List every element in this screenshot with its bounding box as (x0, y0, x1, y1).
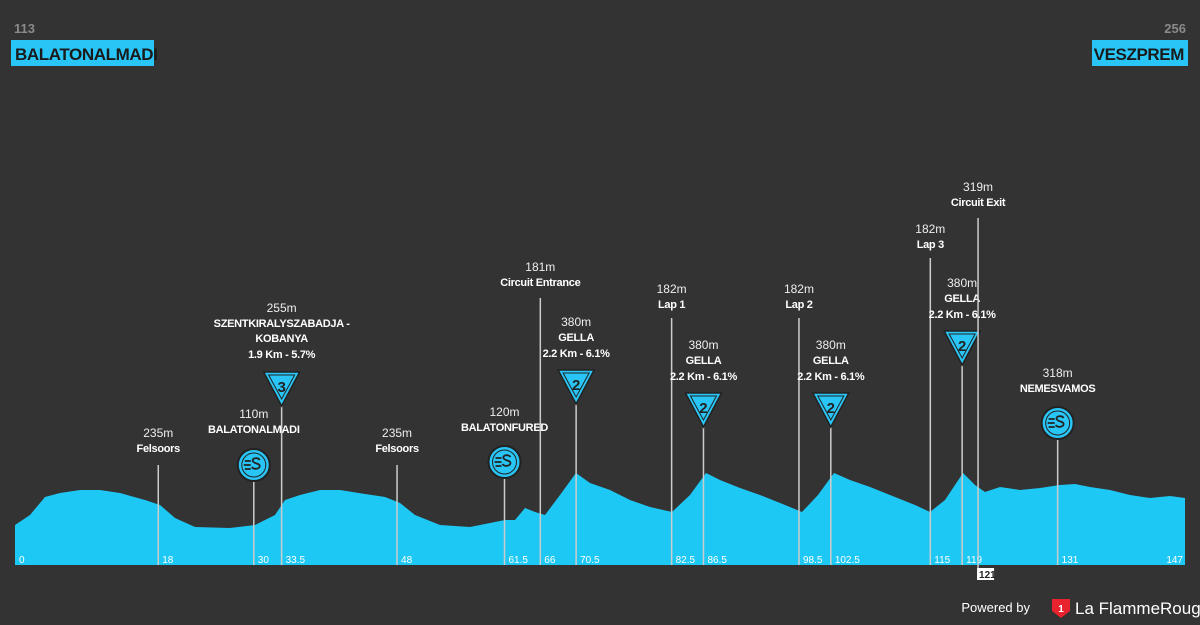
place-name: Lap 2 (785, 299, 812, 311)
altitude: 380m (816, 338, 846, 352)
kom-category: 3 (277, 379, 285, 396)
climb-detail: 2.2 Km - 6.1% (543, 348, 611, 360)
altitude: 181m (525, 260, 555, 274)
place-name: Circuit Exit (951, 197, 1006, 209)
place-name: SZENTKIRALYSZABADJA - (214, 318, 351, 330)
km-label: 98.5 (803, 555, 823, 566)
km-box (977, 568, 995, 580)
logo-number: 1 (1058, 604, 1064, 615)
altitude: 380m (947, 276, 977, 290)
kom-icon (262, 371, 301, 408)
km-label: 30 (258, 555, 270, 566)
altitude: 182m (915, 222, 945, 236)
place-name: GELLA (686, 355, 722, 367)
sprint-symbol (494, 454, 512, 467)
kom-category: 2 (827, 400, 835, 417)
km-label: 147 (1166, 555, 1183, 566)
kom-icon-inner (948, 333, 976, 360)
km-label: 121 (979, 570, 996, 581)
start-box (11, 40, 154, 66)
place-name: GELLA (813, 355, 849, 367)
kom-icon-inner (816, 395, 845, 422)
sprint-icon-inner (491, 449, 517, 475)
place-name: Felsoors (137, 443, 181, 455)
kom-category: 2 (572, 377, 580, 394)
start-altitude: 113 (14, 21, 35, 36)
km-label: 18 (162, 555, 174, 566)
place-name: BALATONFURED (461, 422, 548, 434)
place-name: Lap 3 (917, 239, 944, 251)
climb-detail: 2.2 Km - 6.1% (797, 371, 865, 383)
kom-icon (811, 392, 851, 429)
place-name: Lap 1 (658, 299, 685, 311)
climb-detail: 2.2 Km - 6.1% (929, 309, 997, 321)
finish-box (1092, 40, 1188, 66)
sprint-symbol (243, 457, 261, 470)
km-label: 115 (934, 555, 950, 566)
altitude: 235m (382, 426, 412, 440)
km-label: 0 (19, 555, 25, 566)
place-name: Felsoors (375, 443, 419, 455)
km-label: 66 (544, 555, 556, 566)
altitude: 182m (657, 282, 687, 296)
powered-by: Powered by (961, 600, 1030, 615)
kom-category: 2 (699, 400, 707, 417)
km-label: 33.5 (286, 555, 306, 566)
sprint-icon-inner (1045, 410, 1071, 436)
sprint-symbol (1047, 415, 1065, 428)
km-label: 102.5 (835, 555, 860, 566)
place-name: Circuit Entrance (500, 277, 580, 289)
start-name: BALATONALMADI (15, 45, 157, 64)
kom-icon (684, 392, 723, 429)
place-name: GELLA (558, 332, 594, 344)
altitude: 120m (489, 405, 519, 419)
place-name: BALATONALMADI (208, 424, 300, 436)
altitude: 110m (239, 407, 268, 421)
sprint-icon (487, 445, 522, 479)
kom-category: 2 (958, 338, 966, 355)
altitude: 235m (143, 426, 173, 440)
finish-name: VESZPREM (1094, 45, 1185, 64)
kom-icon-inner (562, 372, 590, 399)
sprint-icon (236, 448, 271, 482)
climb-detail: 1.9 Km - 5.7% (248, 349, 316, 361)
sprint-icon-inner (241, 452, 267, 478)
km-label: 61.5 (508, 555, 528, 566)
climb-detail: 2.2 Km - 6.1% (670, 371, 738, 383)
place-name: GELLA (944, 293, 980, 305)
place-name: KOBANYA (255, 333, 308, 345)
place-name: NEMESVAMOS (1020, 383, 1096, 395)
km-label: 119 (966, 555, 982, 566)
altitude: 182m (784, 282, 814, 296)
altitude: 319m (963, 180, 993, 194)
altitude: 380m (561, 315, 591, 329)
brand: La FlammeRouge (1075, 599, 1200, 618)
altitude: 380m (688, 338, 718, 352)
kom-icon-inner (267, 374, 296, 401)
km-label: 48 (401, 555, 413, 566)
km-label: 86.5 (707, 555, 727, 566)
logo (1052, 599, 1070, 618)
altitude: 318m (1043, 366, 1073, 380)
finish-altitude: 256 (1164, 21, 1186, 36)
sprint-icon (1040, 406, 1075, 440)
km-label: 82.5 (676, 555, 696, 566)
kom-icon (556, 369, 596, 406)
km-label: 70.5 (580, 555, 600, 566)
kom-icon-inner (689, 395, 718, 422)
km-label: 131 (1062, 555, 1079, 566)
kom-icon (942, 330, 982, 367)
elevation-profile (15, 473, 1185, 565)
altitude: 255m (267, 301, 297, 315)
